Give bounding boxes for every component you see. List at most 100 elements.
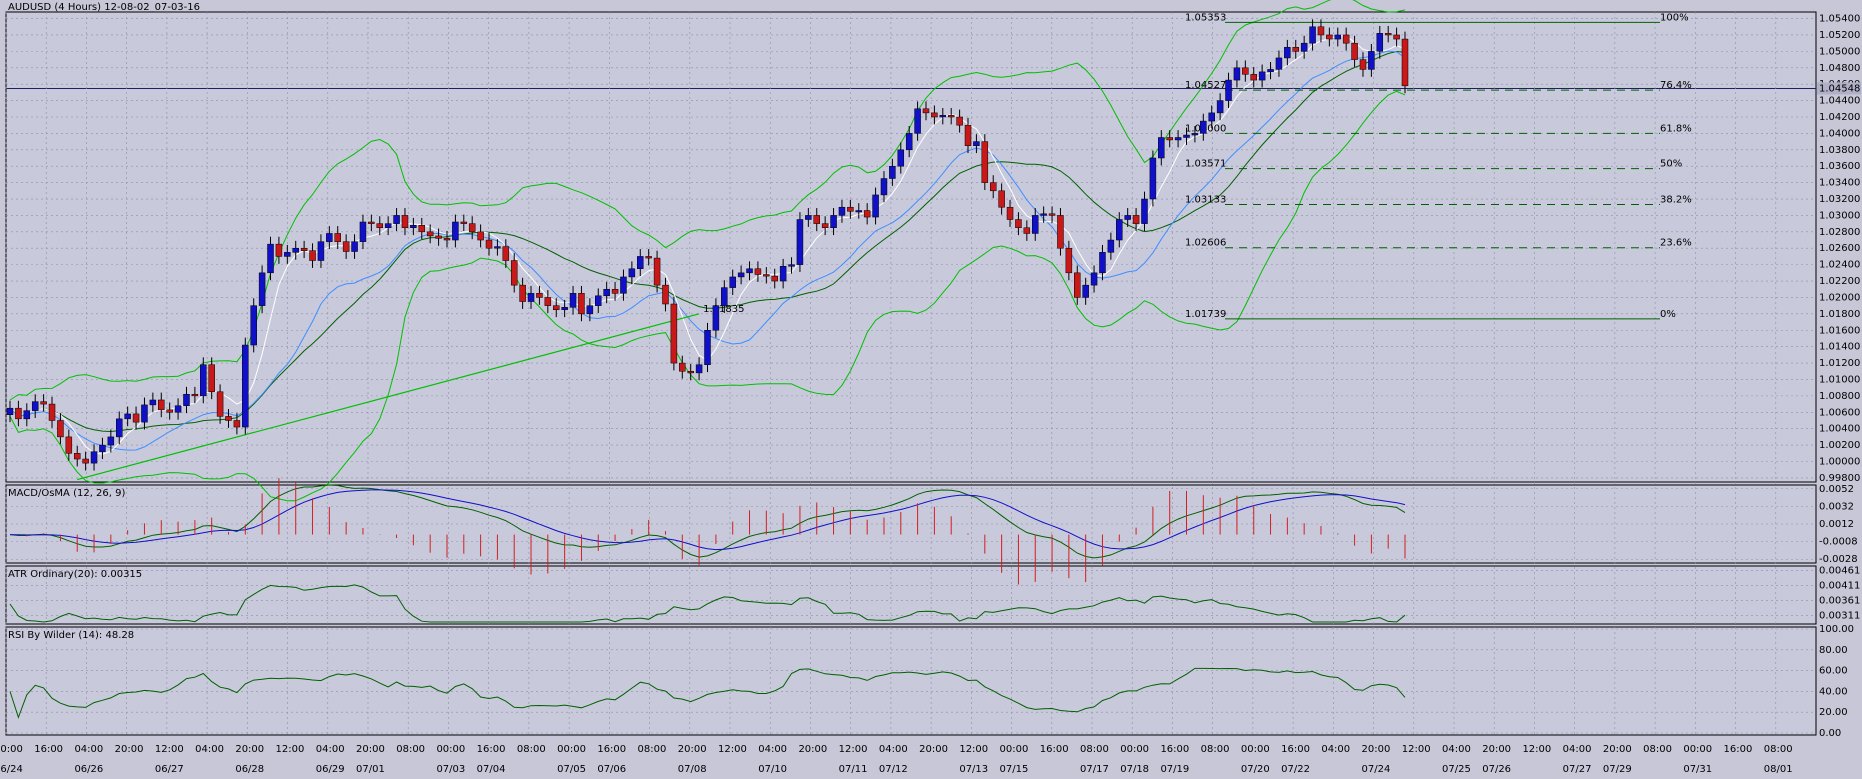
bull-candle <box>1275 57 1283 70</box>
bull-candle <box>527 293 535 302</box>
bear-candle <box>645 256 652 259</box>
price-tick-label: 1.01800 <box>1819 309 1860 320</box>
bull-candle <box>183 393 190 406</box>
time-tick-label: 00:00 <box>0 744 23 755</box>
bull-candle <box>561 307 568 310</box>
bear-candle <box>552 305 560 310</box>
axes: 1.054001.052001.050001.048001.046001.044… <box>0 14 1861 775</box>
time-tick-label: 20:00 <box>678 744 707 755</box>
bear-candle <box>1242 67 1249 75</box>
bear-candle <box>754 268 762 275</box>
date-tick-label: 07/13 <box>959 764 988 775</box>
rsi-tick-label: 60.00 <box>1819 666 1848 677</box>
date-tick-label: 06/28 <box>235 764 264 775</box>
bull-candle <box>729 276 736 288</box>
time-tick-label: 04:00 <box>758 744 787 755</box>
price-tick-label: 1.03600 <box>1819 161 1860 172</box>
bull-candle <box>939 115 947 118</box>
time-tick-label: 04:00 <box>1442 744 1471 755</box>
date-tick-label: 07/12 <box>879 764 908 775</box>
fib-percent-label: 76.4% <box>1660 80 1692 91</box>
date-tick-label: 06/29 <box>316 764 345 775</box>
bull-candle <box>99 444 106 452</box>
time-tick-label: 00:00 <box>1000 744 1029 755</box>
fib-price-label: 1.03571 <box>1185 159 1226 170</box>
macd-tick-label: 0.0052 <box>1819 484 1854 495</box>
time-tick-label: 16:00 <box>477 744 506 755</box>
bull-candle <box>1183 134 1190 138</box>
atr-panel[interactable] <box>5 565 1817 625</box>
bear-candle <box>158 399 165 411</box>
time-tick-label: 16:00 <box>1724 744 1753 755</box>
bear-candle <box>1057 215 1064 249</box>
bull-candle <box>880 178 888 196</box>
bear-candle <box>1074 272 1081 298</box>
bull-candle <box>1376 33 1384 52</box>
bear-candle <box>670 303 678 364</box>
fib-price-label: 1.01739 <box>1185 309 1226 320</box>
current-price-label: 1.04548 <box>1819 83 1860 94</box>
price-tick-label: 1.00000 <box>1819 456 1860 467</box>
time-tick-label: 12:00 <box>1402 744 1431 755</box>
time-tick-label: 00:00 <box>1120 744 1149 755</box>
bear-candle <box>763 274 770 277</box>
bull-candle <box>914 108 921 134</box>
bull-candle <box>242 344 249 428</box>
bear-candle <box>502 246 510 261</box>
price-tick-label: 1.01600 <box>1819 325 1860 336</box>
bear-candle <box>40 401 47 405</box>
bollinger-lower <box>9 90 1406 502</box>
indicators <box>9 478 1406 719</box>
bear-candle <box>65 436 73 454</box>
bull-candle <box>351 241 358 252</box>
bull-candle <box>1300 42 1308 52</box>
rsi-tick-label: 20.00 <box>1819 707 1848 718</box>
rsi-tick-label: 100.00 <box>1819 624 1854 635</box>
bear-candle <box>225 416 232 421</box>
bull-candle <box>359 221 367 242</box>
bull-candle <box>1090 272 1098 286</box>
bull-candle <box>603 288 610 297</box>
bull-candle <box>258 272 266 306</box>
bear-candle <box>166 409 173 413</box>
fib-percent-label: 61.8% <box>1660 123 1692 134</box>
bear-candle <box>922 108 930 114</box>
price-tick-label: 1.02000 <box>1819 292 1860 303</box>
bull-candle <box>174 405 182 413</box>
bull-candle <box>1031 215 1039 234</box>
bear-candle <box>1384 33 1392 36</box>
bear-candle <box>233 420 241 428</box>
bear-candle <box>342 241 350 252</box>
bull-candle <box>637 256 644 269</box>
bear-candle <box>1015 219 1022 228</box>
price-tick-label: 1.02400 <box>1819 260 1860 271</box>
bear-candle <box>477 231 484 241</box>
candlesticks <box>6 19 1409 471</box>
bull-candle <box>90 451 98 464</box>
time-tick-label: 20:00 <box>1482 744 1511 755</box>
price-tick-label: 1.00200 <box>1819 440 1860 451</box>
bear-candle <box>460 221 468 224</box>
time-tick-label: 16:00 <box>1160 744 1189 755</box>
bear-candle <box>510 260 518 286</box>
bear-candle <box>57 420 64 438</box>
bull-candle <box>1116 219 1123 241</box>
time-tick-label: 04:00 <box>74 744 103 755</box>
rsi-panel[interactable] <box>5 626 1817 736</box>
date-tick-label: 07/17 <box>1080 764 1109 775</box>
price-panel[interactable] <box>5 11 1817 483</box>
bull-candle <box>1124 215 1131 220</box>
date-tick-label: 07/04 <box>477 764 506 775</box>
macd-signal-line <box>9 489 1406 551</box>
bear-candle <box>653 257 661 286</box>
time-tick-label: 08:00 <box>1643 744 1672 755</box>
bull-candle <box>838 206 846 216</box>
time-tick-label: 12:00 <box>718 744 747 755</box>
bull-candle <box>1368 51 1375 70</box>
date-tick-label: 07/26 <box>1482 764 1511 775</box>
fib-percent-label: 23.6% <box>1660 238 1692 249</box>
bear-candle <box>519 284 526 302</box>
bull-candle <box>796 219 804 265</box>
time-tick-label: 00:00 <box>557 744 586 755</box>
